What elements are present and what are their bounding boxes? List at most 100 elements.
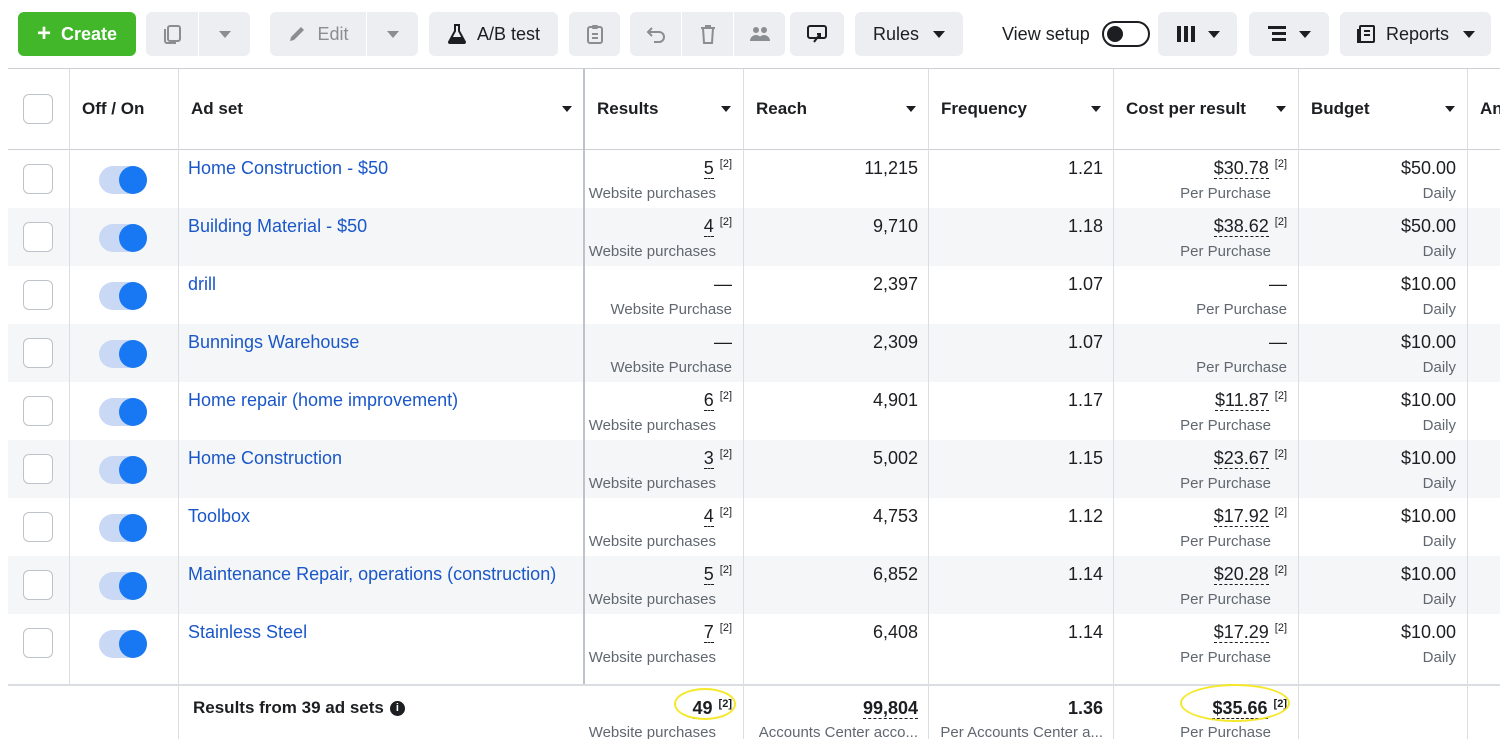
frequency-value: 1.14 <box>1067 564 1103 584</box>
view-setup-toggle[interactable] <box>1101 21 1150 47</box>
cost-per-result-value: — <box>1269 274 1287 294</box>
column-header-amount-spent[interactable]: An <box>1480 99 1500 118</box>
rules-button[interactable]: Rules <box>855 12 963 56</box>
duplicate-button[interactable] <box>146 12 198 56</box>
edit-dropdown-button[interactable] <box>367 12 418 56</box>
ad-set-name-link[interactable]: Home Construction - $50 <box>188 158 389 178</box>
cost-per-result-value[interactable]: $20.28 [2] <box>1213 564 1287 585</box>
table-row[interactable]: Home Construction 3 [2] Website purchases 5,… <box>8 440 1500 498</box>
results-value[interactable]: 7 [2] <box>703 622 732 643</box>
ad-set-name-link[interactable]: Maintenance Repair, operations (construc… <box>188 564 557 584</box>
cost-per-result-value[interactable]: $30.78 [2] <box>1213 158 1287 179</box>
breakdown-button[interactable] <box>1249 12 1329 56</box>
ad-set-name-link[interactable]: Home Construction <box>188 448 343 468</box>
export-button[interactable] <box>790 12 844 56</box>
column-header-frequency[interactable]: Frequency <box>929 69 1113 149</box>
column-header-cost-per-result[interactable]: Cost per result <box>1114 69 1298 149</box>
ad-set-name-link[interactable]: Bunnings Warehouse <box>188 332 360 352</box>
cost-per-result-type: Per Purchase <box>1180 417 1271 434</box>
budget-type: Daily <box>1422 359 1456 376</box>
results-value[interactable]: 3 [2] <box>703 448 732 469</box>
ad-set-toggle[interactable] <box>99 630 147 658</box>
budget-type: Daily <box>1422 475 1456 492</box>
edit-button[interactable]: Edit <box>270 12 366 56</box>
results-value[interactable]: 6 [2] <box>703 390 732 411</box>
table-row[interactable]: Building Material - $50 4 [2] Website purch… <box>8 208 1500 266</box>
ad-set-toggle[interactable] <box>99 224 147 252</box>
clipboard-button[interactable] <box>569 12 620 56</box>
column-header-reach[interactable]: Reach <box>744 69 928 149</box>
cost-per-result-type: Per Purchase <box>1180 185 1271 202</box>
breakdown-icon <box>1268 26 1286 41</box>
budget-value: $10.00 <box>1400 506 1456 526</box>
row-checkbox[interactable] <box>23 222 53 252</box>
table-header: Off / On Ad set Results Reach Frequency … <box>8 69 1500 150</box>
info-icon[interactable]: i <box>389 700 405 716</box>
row-checkbox[interactable] <box>23 338 53 368</box>
results-type: Website purchases <box>588 243 716 260</box>
column-header-budget[interactable]: Budget <box>1299 69 1467 149</box>
cost-per-result-value[interactable]: $38.62 [2] <box>1213 216 1287 237</box>
ad-set-toggle[interactable] <box>99 514 147 542</box>
row-checkbox[interactable] <box>23 628 53 658</box>
ad-set-toggle[interactable] <box>99 398 147 426</box>
row-checkbox[interactable] <box>23 570 53 600</box>
duplicate-dropdown-button[interactable] <box>199 12 250 56</box>
ad-set-toggle[interactable] <box>99 166 147 194</box>
table-row[interactable]: Maintenance Repair, operations (construc… <box>8 556 1500 614</box>
column-header-results[interactable]: Results <box>585 69 743 149</box>
ad-set-toggle[interactable] <box>99 456 147 484</box>
cost-per-result-value[interactable]: $23.67 [2] <box>1213 448 1287 469</box>
clipboard-icon <box>586 25 603 44</box>
plus-icon: + <box>36 20 51 47</box>
budget-value: $50.00 <box>1400 216 1456 236</box>
column-header-ad-set[interactable]: Ad set <box>179 69 584 149</box>
table-row[interactable]: Stainless Steel 7 [2] Website purchases 6,40… <box>8 614 1500 672</box>
ad-set-toggle[interactable] <box>99 282 147 310</box>
row-checkbox[interactable] <box>23 512 53 542</box>
undo-button[interactable] <box>630 12 681 56</box>
select-all-checkbox[interactable] <box>23 94 53 124</box>
results-value[interactable]: 5 [2] <box>703 158 732 179</box>
cost-per-result-value[interactable]: $17.92 [2] <box>1213 506 1287 527</box>
table-row[interactable]: Home Construction - $50 5 [2] Website purch… <box>8 150 1500 208</box>
budget-value: $10.00 <box>1400 332 1456 352</box>
budget-type: Daily <box>1422 243 1456 260</box>
results-type: Website purchases <box>588 185 716 202</box>
row-checkbox[interactable] <box>23 396 53 426</box>
ad-set-name-link[interactable]: Building Material - $50 <box>188 216 368 236</box>
ad-set-name-link[interactable]: Home repair (home improvement) <box>188 390 459 410</box>
results-value[interactable]: 4 [2] <box>703 506 732 527</box>
ab-test-label: A/B test <box>476 23 541 44</box>
columns-button[interactable] <box>1158 12 1237 56</box>
ad-set-toggle[interactable] <box>99 340 147 368</box>
ad-set-name-link[interactable]: Stainless Steel <box>188 622 308 642</box>
table-row[interactable]: Home repair (home improvement) 6 [2] Websit… <box>8 382 1500 440</box>
delete-button[interactable] <box>682 12 733 56</box>
ab-test-button[interactable]: A/B test <box>429 12 558 56</box>
ad-set-toggle[interactable] <box>99 572 147 600</box>
results-type: Website Purchase <box>610 359 732 376</box>
table-row[interactable]: Toolbox 4 [2] Website purchases 4,753 1.12 $17… <box>8 498 1500 556</box>
reports-button[interactable]: Reports <box>1340 12 1491 56</box>
audience-button[interactable] <box>734 12 785 56</box>
results-value[interactable]: 5 [2] <box>703 564 732 585</box>
create-button[interactable]: + Create <box>18 12 136 56</box>
cost-per-result-value[interactable]: $17.29 [2] <box>1213 622 1287 643</box>
column-divider <box>1298 69 1299 739</box>
chevron-down-icon <box>1207 30 1220 38</box>
reach-value: 6,408 <box>872 622 918 642</box>
row-checkbox[interactable] <box>23 280 53 310</box>
summary-cost-sub: Per Purchase <box>1180 724 1271 739</box>
ad-set-name-link[interactable]: Toolbox <box>188 506 251 526</box>
summary-reach[interactable]: 99,804 <box>862 698 918 719</box>
table-row[interactable]: drill — Website Purchase 2,397 1.07 — Per Purc… <box>8 266 1500 324</box>
cost-per-result-value[interactable]: $11.87 [2] <box>1215 390 1287 411</box>
ad-set-name-link[interactable]: drill <box>188 274 217 294</box>
budget-value: $10.00 <box>1400 448 1456 468</box>
results-value[interactable]: 4 [2] <box>703 216 732 237</box>
row-checkbox[interactable] <box>23 164 53 194</box>
row-checkbox[interactable] <box>23 454 53 484</box>
table-row[interactable]: Bunnings Warehouse — Website Purchase 2,309… <box>8 324 1500 382</box>
reach-value: 2,309 <box>872 332 918 352</box>
